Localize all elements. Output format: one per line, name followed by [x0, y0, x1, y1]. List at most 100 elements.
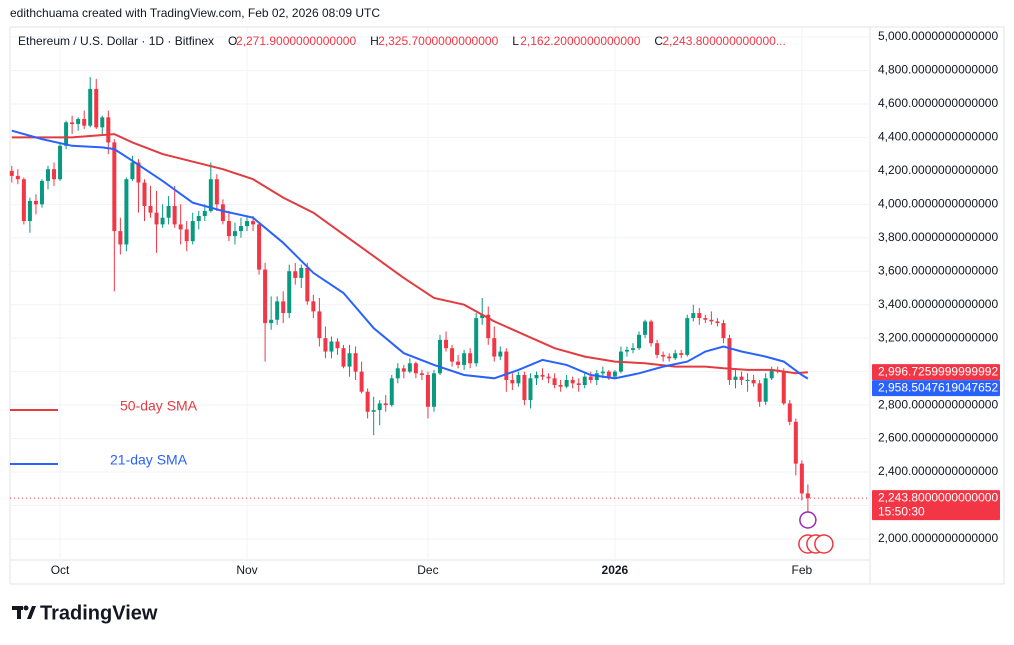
sma-line — [11, 133, 808, 375]
candle-body — [275, 301, 280, 320]
candle-body — [232, 231, 237, 237]
candle-body — [745, 379, 750, 381]
ohlc-key: O — [228, 34, 237, 48]
candle-body — [425, 374, 430, 407]
candle-body — [305, 267, 310, 302]
candle-body — [377, 403, 382, 411]
x-tick-label: Oct — [51, 563, 70, 577]
candle-body — [468, 353, 473, 364]
candle-body — [504, 351, 509, 380]
candle-body — [347, 353, 352, 367]
candle-body — [413, 363, 418, 374]
candle-body — [383, 403, 388, 406]
y-tick-label: 2,400.0000000000000 — [878, 464, 998, 478]
candle-body — [257, 224, 262, 270]
candle-body — [190, 221, 195, 242]
candle-body — [769, 369, 774, 379]
candle-body — [287, 271, 292, 314]
candle-body — [781, 371, 786, 404]
candle-body — [763, 378, 768, 402]
candle-body — [715, 321, 720, 324]
candle-body — [70, 122, 75, 125]
attribution: edithchuama created with TradingView.com… — [10, 6, 380, 20]
legend-label: 50-day SMA — [120, 398, 198, 414]
candle-body — [64, 122, 69, 146]
candle-body — [202, 211, 207, 217]
candle-body — [371, 410, 376, 412]
candle-body — [407, 363, 412, 372]
candle-body — [389, 378, 394, 406]
y-tick-label: 2,600.0000000000000 — [878, 431, 998, 445]
y-tick-label: 3,200.0000000000000 — [878, 330, 998, 344]
candle-body — [226, 221, 231, 237]
candle-body — [727, 338, 732, 380]
logo-icon — [12, 605, 36, 619]
candle-body — [637, 334, 642, 349]
candle-body — [624, 349, 629, 352]
y-tick-label: 2,800.0000000000000 — [878, 397, 998, 411]
price-tag — [872, 490, 1000, 521]
y-tick-label: 4,400.0000000000000 — [878, 130, 998, 144]
candle-body — [238, 226, 243, 232]
y-tick-label: 4,600.0000000000000 — [878, 96, 998, 110]
candle-body — [335, 341, 340, 349]
y-tick-label: 4,000.0000000000000 — [878, 196, 998, 210]
y-tick-label: 4,800.0000000000000 — [878, 63, 998, 77]
ohlc-value: 2,243.800000000000... — [662, 34, 785, 48]
candle-body — [691, 313, 696, 319]
candle-body — [643, 321, 648, 335]
candle-body — [474, 318, 479, 364]
ohlc-key: C — [654, 34, 663, 48]
candle-body — [208, 179, 213, 212]
candle-body — [33, 200, 38, 205]
candle-body — [148, 205, 153, 213]
candle-body — [450, 348, 455, 362]
candle-body — [136, 162, 141, 183]
candle-body — [112, 142, 117, 232]
candle-body — [15, 175, 20, 180]
candle-body — [251, 221, 256, 225]
candle-body — [106, 117, 111, 143]
candle-body — [612, 371, 617, 377]
candle-body — [655, 343, 660, 355]
candle-body — [552, 378, 557, 386]
candle-body — [58, 145, 63, 180]
candle-body — [299, 267, 304, 278]
candle-body — [365, 391, 370, 412]
candle-body — [570, 379, 575, 384]
ohlc-key: L — [512, 34, 519, 48]
price-tag-label: 2,958.5047619047652 — [878, 380, 998, 394]
candle-body — [480, 314, 485, 319]
countdown: 15:50:30 — [878, 504, 925, 518]
candle-body — [576, 383, 581, 386]
candle-body — [323, 338, 328, 352]
candle-body — [630, 348, 635, 350]
candle-body — [94, 88, 99, 128]
candle-body — [269, 319, 274, 324]
candle-body — [661, 354, 666, 357]
candle-body — [793, 421, 798, 464]
candle-body — [160, 217, 165, 225]
candle-body — [317, 311, 322, 339]
candle-body — [492, 338, 497, 357]
candle-body — [293, 271, 298, 278]
candle-body — [805, 493, 810, 499]
candle-body — [431, 373, 436, 407]
candle-body — [588, 376, 593, 380]
overlay: 2,000.00000000000002,200.00000000000002,… — [10, 29, 1000, 577]
candle-body — [124, 179, 129, 245]
logo-text: TradingView — [40, 602, 158, 624]
price-tag — [872, 380, 1000, 397]
candle-body — [130, 162, 135, 180]
sma-line — [11, 129, 809, 380]
ohlc-value: 2,271.9000000000000 — [236, 34, 356, 48]
candle-body — [359, 371, 364, 392]
candle-body — [88, 88, 93, 126]
candle-body — [703, 318, 708, 320]
ohlc-legend: O2,271.9000000000000 H 2,325.7000000000000… — [228, 34, 786, 48]
candle-body — [558, 385, 563, 387]
candle-body — [540, 374, 545, 377]
candle-body — [178, 224, 183, 230]
candle-body — [196, 216, 201, 222]
